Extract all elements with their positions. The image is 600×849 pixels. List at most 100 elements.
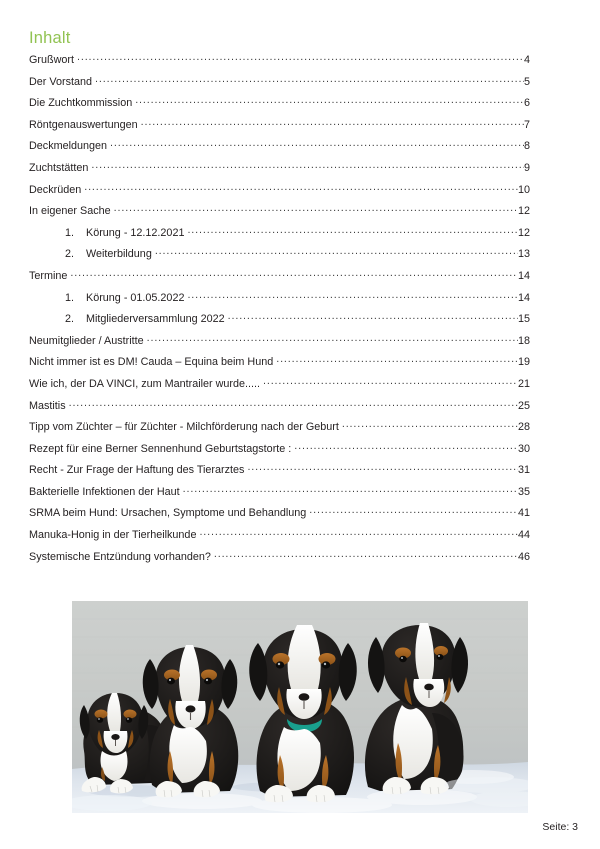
puppy-2 <box>142 645 239 798</box>
toc-dot-leader <box>95 74 524 85</box>
toc-entry-label: Mitgliederversammlung 2022 <box>86 313 225 326</box>
page-title: Inhalt <box>29 29 71 47</box>
toc-entry-page-number: 7 <box>523 118 530 131</box>
toc-dot-leader <box>135 95 524 106</box>
toc-dot-leader <box>187 290 518 301</box>
toc-entry-page-number: 30 <box>517 442 530 455</box>
toc-entry-label: Tipp vom Züchter – für Züchter - Milchfö… <box>29 421 339 434</box>
toc-entry[interactable]: 2. Mitgliederversammlung 2022 15 <box>29 311 530 333</box>
toc-dot-leader <box>84 182 518 193</box>
toc-dot-leader <box>228 311 518 322</box>
toc-entry[interactable]: Der Vorstand 5 <box>29 74 530 96</box>
toc-entry-page-number: 31 <box>517 464 530 477</box>
toc-entry-label: SRMA beim Hund: Ursachen, Symptome und B… <box>29 507 307 520</box>
toc-entry-label: Nicht immer ist es DM! Cauda – Equina be… <box>29 356 274 369</box>
toc-entry[interactable]: Deckmeldungen 8 <box>29 138 530 160</box>
toc-entry-page-number: 14 <box>517 269 530 282</box>
toc-dot-leader <box>147 333 518 344</box>
toc-entry-page-number: 13 <box>517 248 530 261</box>
toc-entry[interactable]: 1. Körung - 12.12.2021 12 <box>29 225 530 247</box>
toc-entry-page-number: 9 <box>523 161 530 174</box>
toc-entry[interactable]: Manuka-Honig in der Tierheilkunde 44 <box>29 527 530 549</box>
toc-entry-label: Weiterbildung <box>86 248 152 261</box>
toc-entry-label: Deckmeldungen <box>29 140 108 153</box>
toc-entry[interactable]: Wie ich, der DA VINCI, zum Mantrailer wu… <box>29 376 530 398</box>
toc-entry-label: Zuchtstätten <box>29 161 89 174</box>
toc-entry[interactable]: 1. Körung - 01.05.2022 14 <box>29 290 530 312</box>
toc-entry-label: Manuka-Honig in der Tierheilkunde <box>29 529 197 542</box>
toc-entry-page-number: 10 <box>517 183 530 196</box>
toc-entry[interactable]: Termine 14 <box>29 268 530 290</box>
toc-entry-page-number: 21 <box>517 377 530 390</box>
toc-entry[interactable]: SRMA beim Hund: Ursachen, Symptome und B… <box>29 505 530 527</box>
toc-entry-page-number: 14 <box>517 291 530 304</box>
toc-entry-page-number: 25 <box>517 399 530 412</box>
toc-entry-page-number: 28 <box>517 421 530 434</box>
toc-entry-label: Systemische Entzündung vorhanden? <box>29 550 211 563</box>
toc-entry[interactable]: 2. Weiterbildung 13 <box>29 246 530 268</box>
toc-dot-leader <box>214 549 518 560</box>
toc-entry-number: 1. <box>65 226 75 239</box>
toc-entry-page-number: 6 <box>523 97 530 110</box>
toc-entry-label: Mastitis <box>29 399 66 412</box>
toc-entry-page-number: 19 <box>517 356 530 369</box>
toc-entry-label: Bakterielle Infektionen der Haut <box>29 485 180 498</box>
toc-entry-number: 2. <box>65 248 75 261</box>
toc-entry-label: Röntgenauswertungen <box>29 118 138 131</box>
toc-entry[interactable]: Die Zuchtkommission 6 <box>29 95 530 117</box>
toc-entry[interactable]: Röntgenauswertungen 7 <box>29 117 530 139</box>
toc-entry-page-number: 8 <box>523 140 530 153</box>
toc-dot-leader <box>155 246 518 257</box>
table-of-contents: Grußwort 4 Der Vorstand 5 Die Zuchtkommissio… <box>29 52 530 570</box>
toc-entry[interactable]: Deckrüden 10 <box>29 182 530 204</box>
toc-entry[interactable]: Zuchtstätten 9 <box>29 160 530 182</box>
toc-entry-label: Der Vorstand <box>29 75 93 88</box>
photo-figure <box>72 601 528 813</box>
toc-dot-leader <box>114 203 518 214</box>
toc-dot-leader <box>141 117 524 128</box>
toc-entry-label: Termine <box>29 269 68 282</box>
toc-dot-leader <box>263 376 518 387</box>
toc-entry-page-number: 4 <box>523 54 530 66</box>
bernese-mountain-dog-puppies-photo <box>72 601 528 813</box>
toc-entry[interactable]: Grußwort 4 <box>29 52 530 74</box>
toc-entry-label: Körung - 01.05.2022 <box>86 291 185 304</box>
toc-entry[interactable]: Tipp vom Züchter – für Züchter - Milchfö… <box>29 419 530 441</box>
toc-entry-page-number: 46 <box>517 550 530 563</box>
toc-entry[interactable]: Nicht immer ist es DM! Cauda – Equina be… <box>29 354 530 376</box>
toc-dot-leader <box>342 419 518 430</box>
toc-dot-leader <box>309 505 518 516</box>
toc-dot-leader <box>77 52 524 63</box>
toc-entry-page-number: 5 <box>523 75 530 88</box>
toc-dot-leader <box>91 160 524 171</box>
toc-entry-page-number: 18 <box>517 334 530 347</box>
toc-entry-label: Die Zuchtkommission <box>29 97 133 110</box>
toc-entry[interactable]: Neumitglieder / Austritte 18 <box>29 333 530 355</box>
toc-entry-label: Rezept für eine Berner Sennenhund Geburt… <box>29 442 292 455</box>
toc-entry[interactable]: Mastitis 25 <box>29 398 530 420</box>
puppy-4 <box>364 623 469 795</box>
puppy-3 <box>249 625 357 803</box>
toc-dot-leader <box>276 354 518 365</box>
toc-dot-leader <box>70 268 518 279</box>
toc-entry-page-number: 41 <box>517 507 530 520</box>
toc-entry-label: Grußwort <box>29 54 74 66</box>
toc-entry-label: Neumitglieder / Austritte <box>29 334 144 347</box>
toc-dot-leader <box>247 462 518 473</box>
toc-entry-page-number: 44 <box>517 529 530 542</box>
toc-entry-label: In eigener Sache <box>29 205 111 218</box>
toc-entry-page-number: 15 <box>517 313 530 326</box>
toc-entry-label: Körung - 12.12.2021 <box>86 226 185 239</box>
toc-entry-number: 2. <box>65 313 75 326</box>
toc-dot-leader <box>294 441 518 452</box>
toc-entry[interactable]: Systemische Entzündung vorhanden? 46 <box>29 549 530 571</box>
toc-entry[interactable]: Rezept für eine Berner Sennenhund Geburt… <box>29 441 530 463</box>
toc-entry-number: 1. <box>65 291 75 304</box>
toc-entry[interactable]: In eigener Sache 12 <box>29 203 530 225</box>
toc-entry[interactable]: Recht - Zur Frage der Haftung des Tierar… <box>29 462 530 484</box>
toc-entry-label: Wie ich, der DA VINCI, zum Mantrailer wu… <box>29 377 260 390</box>
toc-entry[interactable]: Bakterielle Infektionen der Haut 35 <box>29 484 530 506</box>
toc-dot-leader <box>199 527 518 538</box>
toc-dot-leader <box>110 138 524 149</box>
